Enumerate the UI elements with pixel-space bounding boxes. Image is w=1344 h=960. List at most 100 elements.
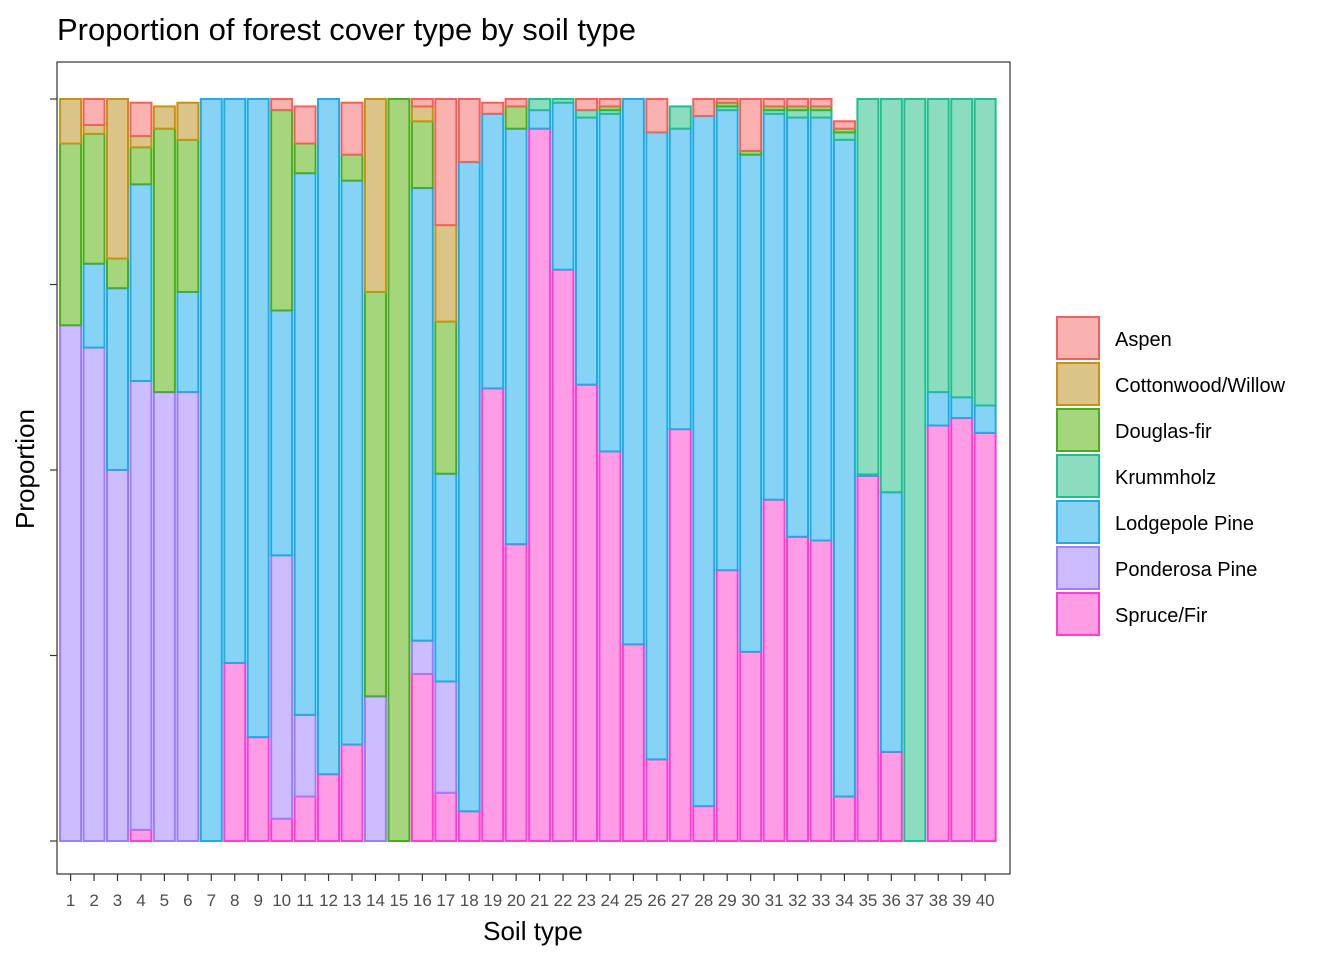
bar-spruce-fir-soil-17 <box>434 791 458 843</box>
bar-spruce-fir-soil-16 <box>410 673 434 842</box>
bar-spruce-fir-soil-12 <box>317 773 341 842</box>
bar-spruce-fir-soil-20 <box>504 543 528 842</box>
bar-spruce-fir-soil-18 <box>457 810 481 843</box>
x-axis-ticks: 1 2 3 4 5 6 7 8 9 10 11 12 13 14 15 16 17 18 19 20 21 22 23 24 2… <box>66 874 995 910</box>
bar-group-soil-12 <box>317 98 341 842</box>
x-tick-label-1: 1 <box>66 891 75 910</box>
bar-lodgepole-pine-soil-27 <box>668 127 692 431</box>
bar-aspen-soil-4 <box>129 101 153 138</box>
legend: Aspen Cottonwood/Willow Douglas-fir Krummho… <box>1056 316 1286 636</box>
bar-douglas-fir-soil-4 <box>129 146 153 186</box>
bar-ponderosa-pine-soil-4 <box>129 379 153 831</box>
x-tick-label-35: 35 <box>858 891 877 910</box>
bar-lodgepole-pine-soil-39 <box>950 396 974 420</box>
bar-group-soil-28 <box>692 98 716 843</box>
bar-lodgepole-pine-soil-40 <box>973 404 997 434</box>
bar-ponderosa-pine-soil-10 <box>270 554 294 820</box>
legend-item-lodgepole-pine: Lodgepole Pine <box>1056 500 1254 544</box>
bar-spruce-fir-soil-40 <box>973 431 997 842</box>
bar-lodgepole-pine-soil-6 <box>176 290 200 394</box>
bar-ponderosa-pine-soil-5 <box>152 391 176 842</box>
bar-cottonwood-willow-soil-14 <box>363 98 387 293</box>
x-tick-label-37: 37 <box>905 891 924 910</box>
x-tick-label-13: 13 <box>343 891 362 910</box>
x-tick-label-19: 19 <box>483 891 502 910</box>
bar-ponderosa-pine-soil-16 <box>410 639 434 676</box>
x-tick-label-5: 5 <box>160 891 169 910</box>
x-tick-label-31: 31 <box>765 891 784 910</box>
bar-lodgepole-pine-soil-13 <box>340 179 364 746</box>
bar-spruce-fir-soil-4 <box>129 828 153 842</box>
bar-spruce-fir-soil-38 <box>926 424 950 842</box>
bar-group-soil-24 <box>598 98 622 842</box>
x-tick-label-27: 27 <box>671 891 690 910</box>
bar-aspen-soil-30 <box>739 98 763 152</box>
bar-douglas-fir-soil-1 <box>59 142 83 327</box>
bar-spruce-fir-soil-31 <box>762 498 786 842</box>
legend-label-krummholz: Krummholz <box>1115 467 1216 489</box>
legend-swatch-cottonwood-willow <box>1056 362 1100 406</box>
bar-spruce-fir-soil-24 <box>598 450 622 842</box>
legend-label-lodgepole-pine: Lodgepole Pine <box>1115 513 1254 535</box>
bar-lodgepole-pine-soil-25 <box>621 98 645 646</box>
bar-spruce-fir-soil-32 <box>786 535 810 843</box>
x-tick-label-6: 6 <box>183 891 192 910</box>
x-tick-label-15: 15 <box>389 891 408 910</box>
bar-aspen-soil-24 <box>598 98 622 108</box>
bar-krummholz-soil-40 <box>973 98 997 407</box>
bar-lodgepole-pine-soil-32 <box>786 116 810 538</box>
bar-douglas-fir-soil-3 <box>106 257 129 290</box>
bar-douglas-fir-soil-10 <box>270 109 294 312</box>
bar-krummholz-soil-21 <box>528 98 552 112</box>
bar-douglas-fir-soil-2 <box>82 132 106 265</box>
bar-spruce-fir-soil-27 <box>668 428 692 842</box>
bar-lodgepole-pine-soil-4 <box>129 183 153 382</box>
x-tick-label-33: 33 <box>812 891 831 910</box>
bar-krummholz-soil-35 <box>856 98 880 476</box>
bar-spruce-fir-soil-11 <box>293 795 317 842</box>
y-axis-title: Proportion <box>10 409 40 529</box>
x-tick-label-25: 25 <box>624 891 643 910</box>
bar-group-soil-25 <box>621 98 645 842</box>
legend-item-aspen: Aspen <box>1056 316 1172 360</box>
bar-ponderosa-pine-soil-1 <box>59 324 83 842</box>
bar-spruce-fir-soil-33 <box>809 539 833 842</box>
bar-group-soil-5 <box>152 105 176 842</box>
bar-spruce-fir-soil-35 <box>856 474 880 842</box>
bar-ponderosa-pine-soil-2 <box>82 346 106 842</box>
bar-krummholz-soil-34 <box>832 131 856 141</box>
bar-aspen-soil-34 <box>832 120 856 130</box>
bar-group-soil-22 <box>551 98 575 843</box>
bar-cottonwood-willow-soil-2 <box>82 123 106 135</box>
bar-aspen-soil-33 <box>809 98 833 108</box>
bar-group-soil-14 <box>363 98 387 842</box>
x-tick-label-24: 24 <box>600 891 619 910</box>
x-tick-label-32: 32 <box>788 891 807 910</box>
bar-krummholz-soil-32 <box>786 109 810 119</box>
bar-lodgepole-pine-soil-16 <box>410 187 434 642</box>
bar-group-soil-34 <box>832 120 856 842</box>
bar-group-soil-35 <box>856 98 880 842</box>
bar-group-soil-27 <box>668 105 692 842</box>
bar-lodgepole-pine-soil-12 <box>317 98 341 776</box>
bar-spruce-fir-soil-22 <box>551 268 575 843</box>
x-tick-label-34: 34 <box>835 891 854 910</box>
bar-douglas-fir-soil-11 <box>293 142 317 175</box>
bar-douglas-fir-soil-13 <box>340 153 364 182</box>
bar-lodgepole-pine-soil-33 <box>809 116 833 542</box>
bar-lodgepole-pine-soil-2 <box>82 262 106 349</box>
bar-group-soil-13 <box>340 101 364 842</box>
x-tick-label-17: 17 <box>436 891 455 910</box>
bar-lodgepole-pine-soil-20 <box>504 127 528 546</box>
bar-douglas-fir-soil-6 <box>176 138 200 293</box>
bar-group-soil-6 <box>176 101 200 842</box>
bar-ponderosa-pine-soil-17 <box>434 680 458 794</box>
bar-spruce-fir-soil-8 <box>223 661 247 842</box>
bar-lodgepole-pine-soil-31 <box>762 112 786 501</box>
bar-lodgepole-pine-soil-30 <box>739 153 763 653</box>
bar-douglas-fir-soil-16 <box>410 120 434 190</box>
bar-aspen-soil-16 <box>410 98 434 108</box>
x-tick-label-29: 29 <box>718 891 737 910</box>
bar-group-soil-31 <box>762 98 786 842</box>
